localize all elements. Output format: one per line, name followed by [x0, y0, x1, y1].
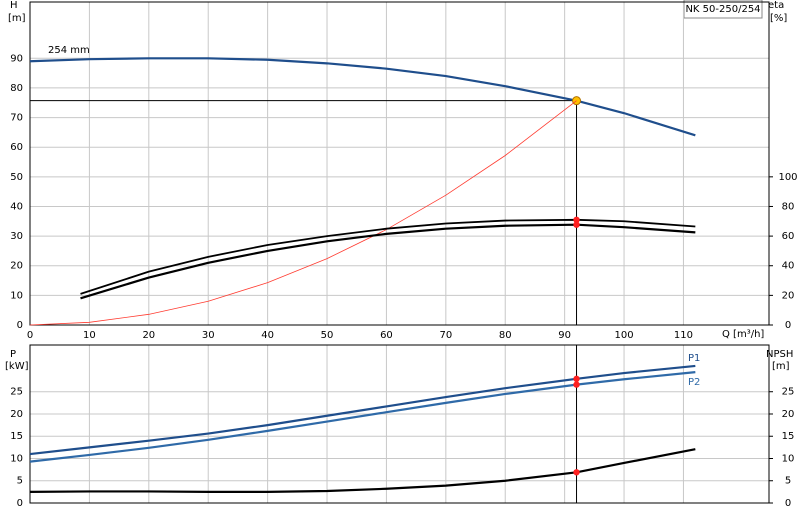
y-tick-label: 80: [10, 83, 23, 94]
curve: [29, 57, 696, 137]
y2-axis-unit: [m]: [772, 361, 790, 372]
y2-tick-label: 0: [785, 320, 791, 331]
y2-tick-label: 10: [782, 453, 795, 464]
x-tick-label: 60: [380, 330, 393, 341]
y-tick-label: 25: [10, 387, 23, 398]
curve: [29, 371, 696, 463]
duty-marker: [573, 375, 580, 383]
y2-axis-label: eta: [768, 0, 784, 11]
duty-marker: [573, 221, 580, 228]
y-axis-unit: [kW]: [5, 361, 29, 372]
x-tick-label: 90: [558, 330, 571, 341]
y-tick-label: 10: [10, 290, 23, 301]
x-tick-label: 10: [83, 330, 96, 341]
y-axis-unit: [m]: [8, 13, 26, 24]
y2-tick-label: 20: [782, 290, 795, 301]
duty-marker: [573, 469, 580, 476]
y-tick-label: 0: [17, 320, 23, 331]
curve: [29, 364, 696, 456]
y2-tick-label: 100: [778, 172, 797, 183]
plot-frame: [29, 344, 770, 504]
curve: [80, 218, 696, 295]
x-tick-label: 110: [674, 330, 693, 341]
y-tick-label: 20: [10, 409, 23, 420]
x-tick-label: 50: [321, 330, 334, 341]
y-tick-label: 20: [10, 261, 23, 272]
y-tick-label: 0: [17, 498, 23, 509]
x-tick-label: 80: [499, 330, 512, 341]
duty-marker: [573, 381, 580, 388]
y-tick-label: 90: [10, 53, 23, 64]
x-tick-label: 40: [261, 330, 274, 341]
curve-label: 254 mm: [48, 45, 90, 56]
y-tick-label: 40: [10, 201, 23, 212]
curve: [29, 100, 577, 326]
y2-tick-label: 20: [782, 409, 795, 420]
y2-tick-label: 5: [785, 476, 791, 487]
duty-marker: [573, 216, 580, 224]
plot-frame: [29, 1, 770, 326]
y2-axis-unit: [%]: [770, 13, 787, 24]
x-axis-label: Q [m³/h]: [722, 329, 764, 340]
y2-tick-label: 80: [782, 201, 795, 212]
x-tick-label: 30: [202, 330, 215, 341]
y-axis-label: H: [10, 0, 18, 11]
y-tick-label: 50: [10, 172, 23, 183]
chart-title: NK 50-250/254: [685, 4, 760, 15]
title-box: [683, 0, 763, 19]
curve-label: P2: [688, 377, 700, 388]
y-tick-label: 30: [10, 231, 23, 242]
curve: [29, 448, 696, 493]
y2-axis-label: NPSH: [766, 349, 793, 360]
y-tick-label: 10: [10, 453, 23, 464]
y2-tick-label: 40: [782, 261, 795, 272]
x-tick-label: 0: [27, 330, 33, 341]
x-tick-label: 70: [439, 330, 452, 341]
y2-tick-label: 25: [782, 387, 795, 398]
x-tick-label: 100: [615, 330, 634, 341]
y-tick-label: 5: [17, 476, 23, 487]
curve: [80, 223, 696, 300]
y-axis-label: P: [10, 349, 16, 360]
y-tick-label: 70: [10, 113, 23, 124]
y2-tick-label: 0: [785, 498, 791, 509]
y2-tick-label: 15: [782, 431, 795, 442]
x-tick-label: 20: [142, 330, 155, 341]
y-tick-label: 15: [10, 431, 23, 442]
y2-tick-label: 60: [782, 231, 795, 242]
y-tick-label: 60: [10, 142, 23, 153]
curve-label: P1: [688, 353, 700, 364]
